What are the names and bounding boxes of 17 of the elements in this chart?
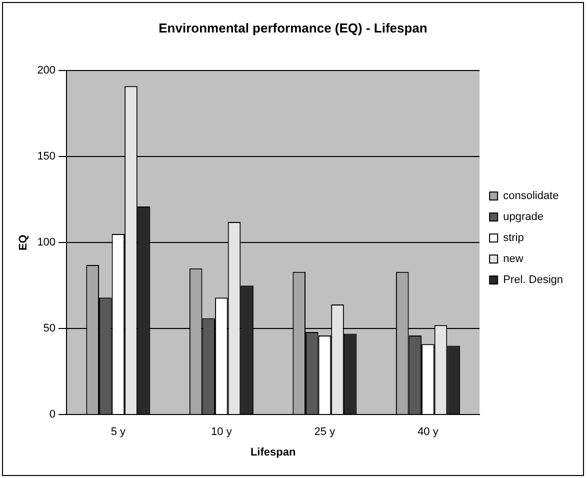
y-tick-label: 50	[43, 322, 56, 335]
x-tick-label: 10 y	[211, 426, 232, 438]
legend-label: new	[503, 253, 524, 266]
y-tick-label: 0	[49, 408, 56, 421]
x-tick-label: 5 y	[110, 426, 126, 438]
legend-label: strip	[503, 232, 524, 244]
x-tick-label: 25 y	[314, 426, 336, 438]
legend-label: upgrade	[503, 211, 544, 224]
x-axis-title: Lifespan	[250, 446, 296, 458]
chart-title: Environmental performance (EQ) - Lifespan	[158, 20, 428, 36]
y-axis-title: EQ	[18, 234, 30, 251]
x-tick-label: 40 y	[418, 426, 439, 438]
legend-label: Prel. Design	[503, 274, 564, 286]
y-tick-label: 150	[37, 150, 56, 163]
y-tick-label: 200	[37, 64, 56, 77]
y-tick-label: 100	[37, 236, 56, 249]
legend-label: consolidate	[503, 190, 559, 202]
